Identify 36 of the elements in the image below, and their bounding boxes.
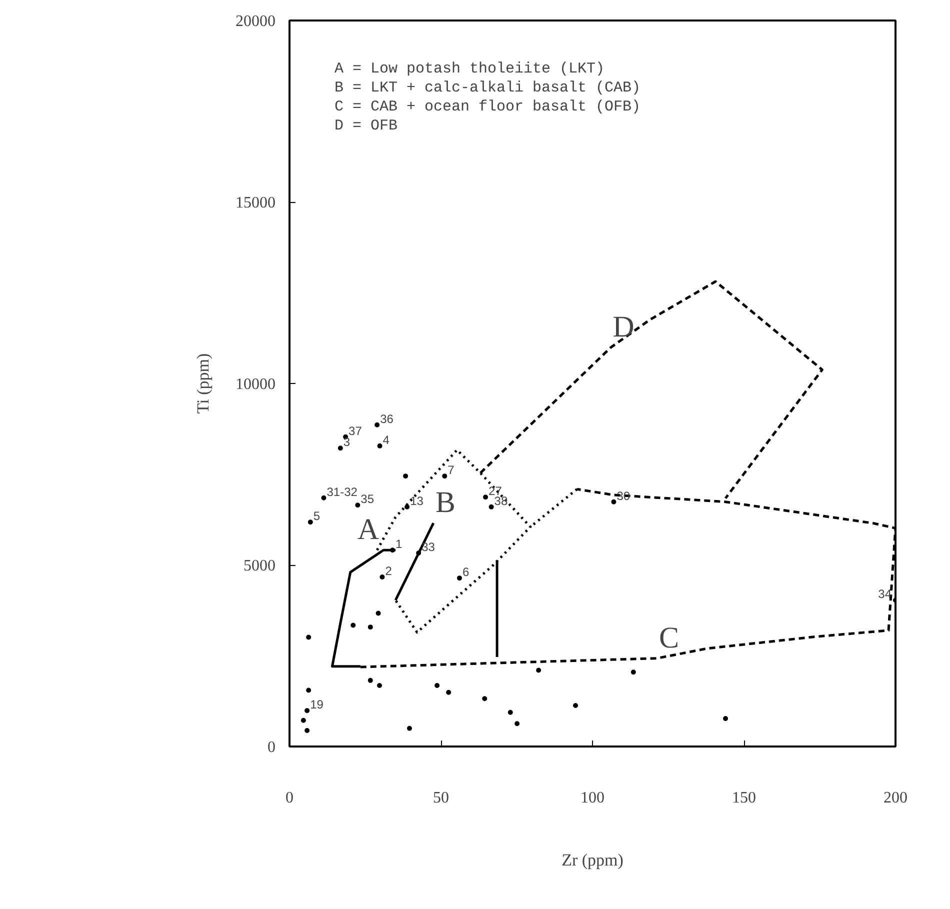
y-tick-label: 15000 bbox=[236, 194, 276, 212]
annotation: 6 bbox=[462, 565, 470, 580]
annotation: C = CAB + ocean floor basalt (OFB) bbox=[334, 98, 641, 116]
annotation: 35 bbox=[360, 492, 374, 506]
x-tick-label: 0 bbox=[286, 790, 294, 806]
annotation: D bbox=[612, 310, 634, 344]
y-tick-label: 5000 bbox=[244, 558, 276, 574]
annotation: D = OFB bbox=[334, 118, 398, 134]
annotation: 37 bbox=[348, 424, 362, 438]
y-axis-title: Ti (ppm) bbox=[194, 353, 212, 414]
x-axis-title: Zr (ppm) bbox=[562, 850, 624, 870]
annotation: 38 bbox=[494, 494, 508, 508]
annotation: B = LKT + calc-alkali basalt (CAB) bbox=[334, 80, 641, 96]
annotation: 36 bbox=[380, 412, 394, 426]
annotation: B bbox=[435, 486, 456, 520]
y-tick-label: 20000 bbox=[236, 13, 276, 30]
x-tick-label: 150 bbox=[732, 790, 756, 806]
annotation: 31-32 bbox=[326, 484, 358, 499]
y-tick-label: 10000 bbox=[236, 376, 276, 393]
annotation: 5 bbox=[313, 509, 320, 524]
annotation: 2 bbox=[385, 564, 392, 578]
y-tick-label: 0 bbox=[268, 739, 276, 756]
annotation: 19 bbox=[310, 698, 324, 712]
annotation: C bbox=[659, 621, 680, 654]
annotation: 1 bbox=[396, 537, 403, 552]
annotation: 13 bbox=[410, 494, 424, 508]
x-tick-label: 50 bbox=[433, 790, 449, 806]
annotation: 34 bbox=[878, 587, 892, 602]
x-tick-label: 200 bbox=[884, 790, 908, 806]
annotation: A = Low potash tholeiite (LKT) bbox=[334, 60, 605, 78]
x-tick-label: 100 bbox=[580, 790, 604, 806]
annotation: 4 bbox=[382, 432, 390, 447]
annotation: 33 bbox=[422, 540, 436, 554]
annotation: A bbox=[357, 513, 380, 546]
annotation: 7 bbox=[448, 463, 455, 478]
annotation: 3 bbox=[343, 435, 350, 450]
